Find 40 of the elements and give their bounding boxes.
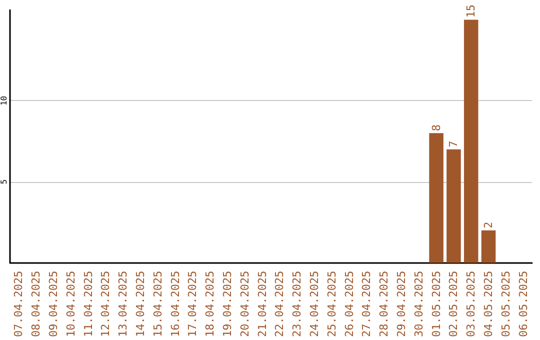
x-tick-label: 29.04.2025 — [395, 270, 408, 338]
x-tick-label: 07.04.2025 — [12, 270, 26, 338]
data-label: 8 — [430, 124, 443, 132]
x-tick-label: 15.04.2025 — [151, 270, 164, 338]
x-tick-label: 13.04.2025 — [116, 270, 130, 338]
x-tick-label: 22.04.2025 — [273, 270, 286, 338]
x-tick-label: 09.04.2025 — [47, 270, 60, 338]
x-tick-label: 17.04.2025 — [186, 270, 200, 338]
data-label: 7 — [447, 140, 460, 148]
x-tick-label: 11.04.2025 — [82, 270, 95, 338]
x-tick-label: 10.04.2025 — [64, 270, 78, 338]
bar — [481, 230, 496, 263]
x-tick-label: 01.05.2025 — [430, 270, 443, 338]
x-tick-label: 25.04.2025 — [325, 270, 338, 338]
x-tick-label: 21.04.2025 — [256, 270, 269, 338]
x-tick-label: 18.04.2025 — [204, 270, 217, 338]
y-tick-label: 5 — [0, 179, 8, 184]
bar — [464, 20, 478, 263]
x-tick-label: 20.04.2025 — [238, 270, 252, 338]
x-tick-label: 02.05.2025 — [447, 270, 460, 338]
x-tick-label: 28.04.2025 — [378, 270, 391, 338]
x-tick-label: 08.04.2025 — [30, 270, 43, 338]
x-tick-label: 06.05.2025 — [516, 270, 530, 338]
x-tick-label: 14.04.2025 — [134, 270, 147, 338]
x-tick-label: 12.04.2025 — [99, 270, 112, 338]
y-tick-label: 10 — [0, 96, 8, 106]
x-tick-label: 27.04.2025 — [360, 270, 374, 338]
x-tick-label: 03.05.2025 — [464, 270, 478, 338]
bar — [446, 149, 461, 263]
x-tick-label: 04.05.2025 — [482, 270, 495, 338]
x-tick-label: 24.04.2025 — [308, 270, 321, 338]
bar — [429, 133, 444, 263]
data-label: 15 — [464, 4, 478, 18]
x-tick-label: 16.04.2025 — [168, 270, 182, 338]
x-tick-label: 23.04.2025 — [290, 270, 304, 338]
x-tick-label: 30.04.2025 — [412, 270, 426, 338]
x-tick-label: 19.04.2025 — [221, 270, 234, 338]
data-label: 2 — [482, 222, 495, 228]
x-tick-label: 26.04.2025 — [342, 270, 356, 338]
x-tick-label: 05.05.2025 — [499, 270, 512, 338]
